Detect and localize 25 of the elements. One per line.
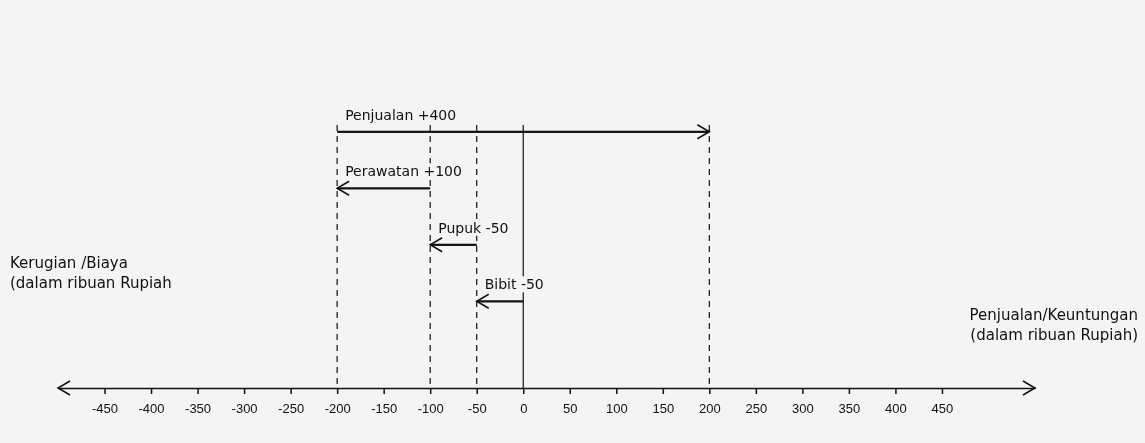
x-tick-label: -350 [185,400,212,416]
x-tick-label: -400 [138,400,165,416]
x-tick-label: 450 [931,400,954,416]
x-tick-label: 400 [885,400,907,416]
x-tick-label: -250 [278,400,305,416]
x-tick-label: -200 [324,400,351,416]
x-tick-label: 0 [520,400,528,416]
x-axis-title: Penjualan/Keuntungan (dalam ribuan Rupiah) [969,306,1138,344]
annotation: Kerugian /Biaya (dalam ribuan Rupiah [10,254,172,292]
x-tick-label: 50 [563,400,578,416]
x-tick-label: 150 [652,400,675,416]
x-tick-label: 100 [605,400,628,416]
x-tick-label: -50 [467,400,487,416]
x-tick-label: 250 [745,400,768,416]
x-tick-label: 350 [838,400,861,416]
y-tick-label: Penjualan +400 [345,106,457,123]
x-tick-label: 200 [698,400,721,416]
x-tick-label: 300 [792,400,814,416]
y-tick-label: Bibit -50 [484,276,544,293]
x-tick-label: -150 [371,400,398,416]
y-tick-label: Pupuk -50 [438,219,509,236]
y-tick-label: Perawatan +100 [345,163,462,180]
x-tick-label: -450 [92,400,119,416]
x-tick-label: -100 [417,400,444,416]
x-tick-label: -300 [231,400,258,416]
